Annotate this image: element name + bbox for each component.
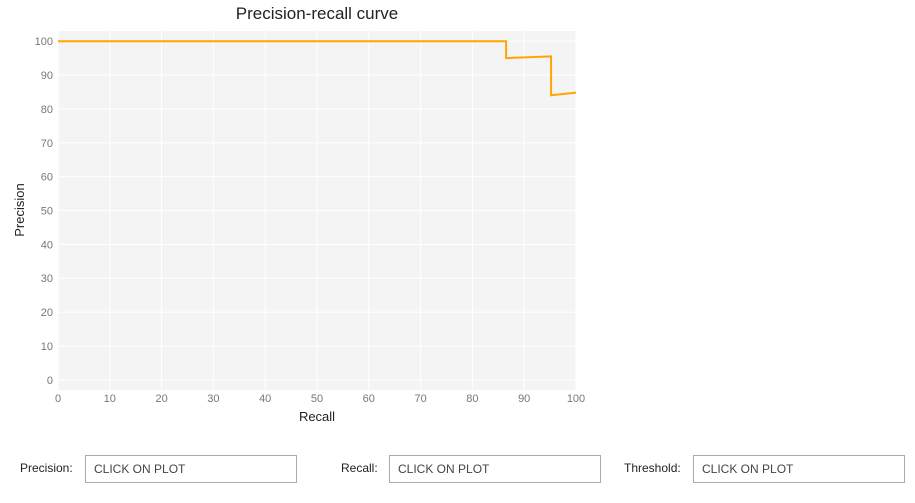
recall-input[interactable] <box>389 455 601 483</box>
x-axis-ticks: 0 10 20 30 40 50 60 70 80 90 100 <box>55 393 585 405</box>
x-tick-label: 70 <box>414 393 426 405</box>
series-layer <box>58 40 577 97</box>
precision-recall-chart[interactable]: 0 10 20 30 40 50 60 70 80 90 100 0 10 20 30 40 50 60 70 80… <box>0 0 915 440</box>
y-axis-ticks: 0 10 20 30 40 50 60 70 80 90 100 <box>35 36 53 387</box>
x-tick-label: 100 <box>567 393 585 405</box>
y-tick-label: 80 <box>41 104 53 116</box>
y-tick-label: 40 <box>41 239 53 251</box>
precision-label: Precision: <box>20 461 73 475</box>
y-tick-label: 10 <box>41 341 53 353</box>
precision-input[interactable] <box>85 455 297 483</box>
x-tick-label: 50 <box>311 393 323 405</box>
x-tick-label: 40 <box>259 393 271 405</box>
pr-curve-line[interactable] <box>58 40 577 97</box>
threshold-input[interactable] <box>693 455 905 483</box>
y-tick-label: 0 <box>47 375 53 387</box>
chart-title: Precision-recall curve <box>236 4 399 23</box>
y-tick-label: 20 <box>41 307 53 319</box>
x-tick-label: 90 <box>518 393 530 405</box>
readout-controls: Precision: Recall: Threshold: <box>0 455 915 483</box>
y-axis-label: Precision <box>12 183 27 236</box>
y-tick-label: 100 <box>35 36 53 48</box>
x-tick-label: 0 <box>55 393 61 405</box>
x-tick-label: 20 <box>155 393 167 405</box>
y-tick-label: 30 <box>41 273 53 285</box>
y-tick-label: 70 <box>41 138 53 150</box>
x-tick-label: 30 <box>207 393 219 405</box>
x-tick-label: 60 <box>363 393 375 405</box>
y-tick-label: 90 <box>41 70 53 82</box>
y-tick-label: 50 <box>41 206 53 218</box>
threshold-label: Threshold: <box>624 461 681 475</box>
x-axis-label: Recall <box>299 409 335 424</box>
x-tick-label: 80 <box>466 393 478 405</box>
x-tick-label: 10 <box>104 393 116 405</box>
recall-label: Recall: <box>341 461 378 475</box>
y-tick-label: 60 <box>41 172 53 184</box>
